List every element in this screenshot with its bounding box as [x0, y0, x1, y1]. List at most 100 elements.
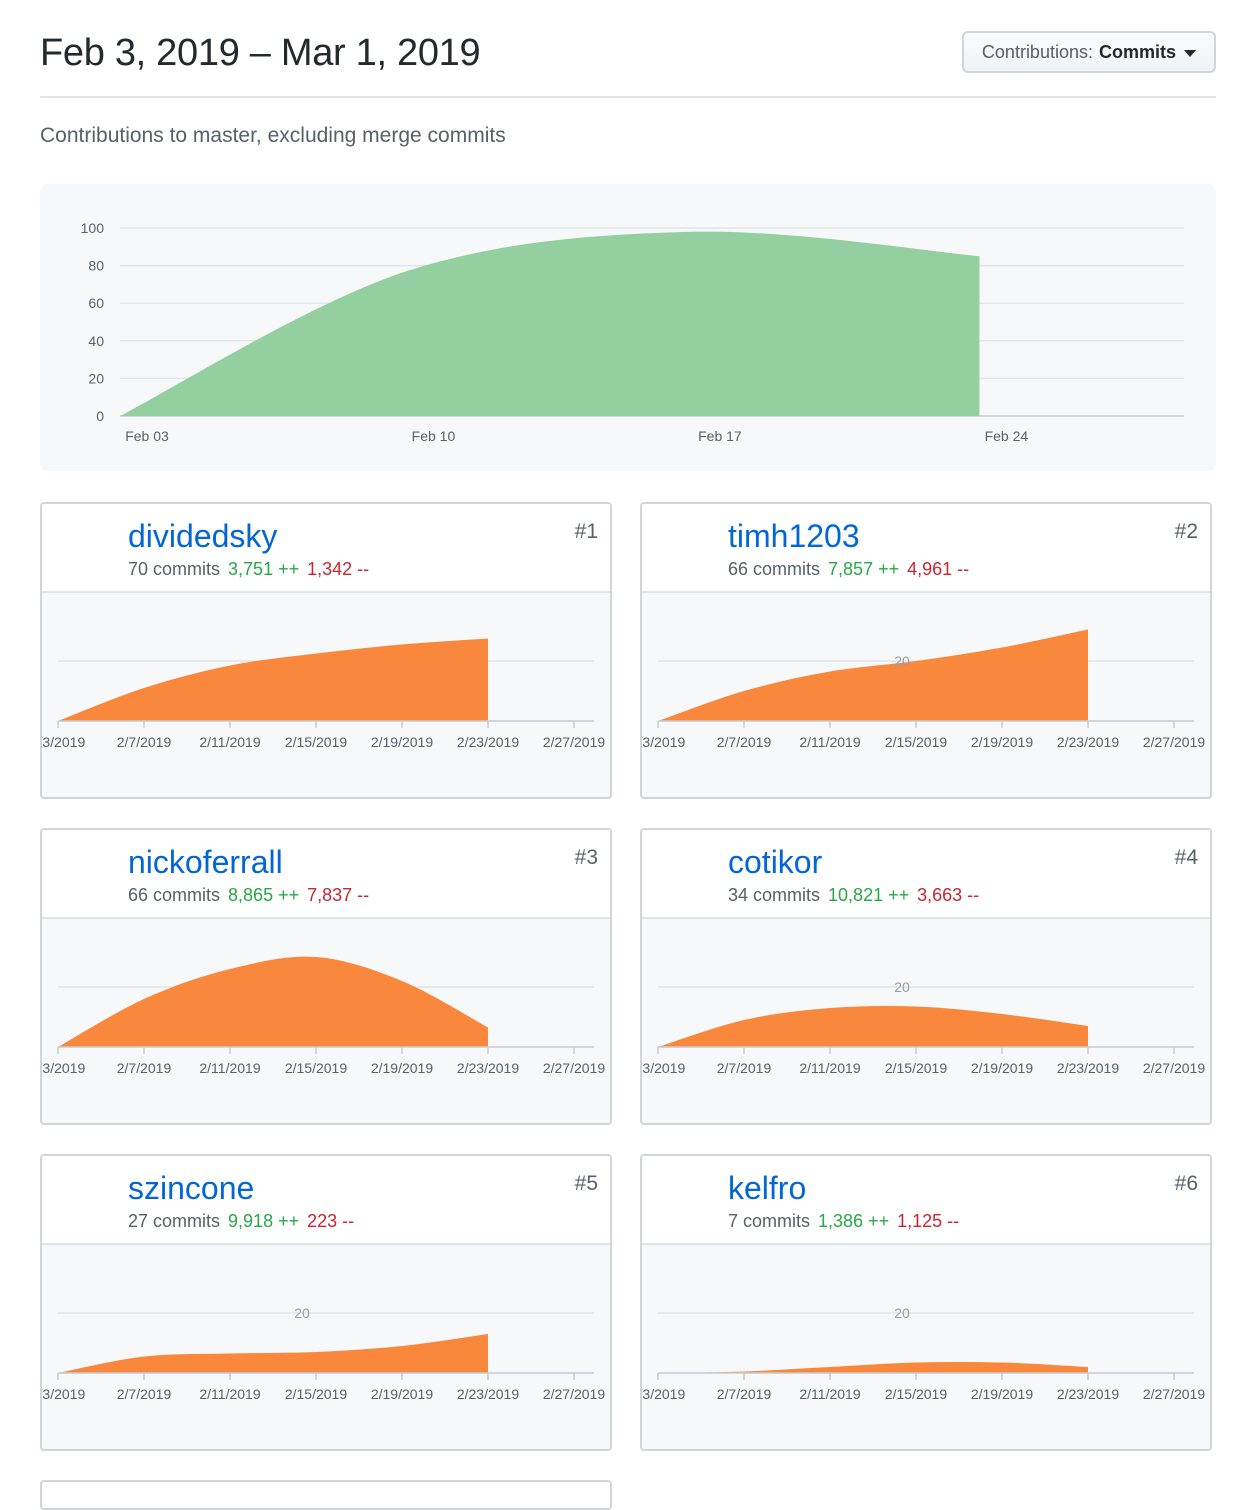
x-tick-label: 2/3/2019 — [42, 1060, 85, 1076]
additions-count: 9,918 ++ — [228, 1211, 300, 1231]
contributor-chart: 20 2/3/2019 2/7/2019 2/11/2019 2/15/2019 2/19… — [42, 1305, 605, 1402]
avatar[interactable] — [54, 842, 114, 902]
x-tick-label: Feb 03 — [125, 428, 169, 444]
y-tick-label: 40 — [88, 333, 104, 349]
deletions-count: 7,837 -- — [307, 885, 370, 905]
contributor-card: kelfro 7 commits 1,386 ++ 1,125 -- #6 20 2/3/2… — [640, 1154, 1212, 1451]
x-tick-label: 2/23/2019 — [1057, 1386, 1119, 1402]
x-tick-label: 2/11/2019 — [799, 1386, 860, 1402]
x-tick-label: 2/23/2019 — [457, 734, 519, 750]
deletions-count: 4,961 -- — [907, 559, 970, 579]
x-tick-label: 2/19/2019 — [371, 1386, 433, 1402]
main-contributions-chart: 0 20 40 60 80 100 Feb 03 Feb 10 Feb 17 Feb 24 — [40, 184, 1216, 471]
contributor-username-link[interactable]: szincone — [128, 1170, 255, 1206]
commits-area — [658, 1361, 1088, 1373]
y-tick-label: 20 — [88, 370, 104, 386]
additions-count: 8,865 ++ — [228, 885, 300, 905]
commits-area — [58, 956, 488, 1047]
x-tick-label: 2/19/2019 — [971, 1060, 1033, 1076]
contributor-card-header: cotikor 34 commits 10,821 ++ 3,663 -- #4 — [642, 830, 1210, 919]
x-tick-label: 2/11/2019 — [199, 1386, 260, 1402]
y-tick-label: 0 — [96, 408, 104, 424]
x-tick-label: 2/3/2019 — [42, 1386, 85, 1402]
commits-area — [658, 1005, 1088, 1047]
x-tick-label: 2/19/2019 — [371, 734, 433, 750]
page-header: Feb 3, 2019 – Mar 1, 2019 Contributions:… — [40, 30, 1216, 98]
contributor-card-header: szincone 27 commits 9,918 ++ 223 -- #5 — [42, 1156, 610, 1245]
contributor-card-header: timh1203 66 commits 7,857 ++ 4,961 -- #2 — [642, 504, 1210, 593]
x-tick-label: 2/11/2019 — [199, 1060, 260, 1076]
contributor-card: dividedsky 70 commits 3,751 ++ 1,342 -- #1 2/… — [40, 502, 612, 799]
main-chart-svg: 0 20 40 60 80 100 Feb 03 Feb 10 Feb 17 Feb 24 — [81, 220, 1184, 444]
contributor-rank: #1 — [574, 520, 598, 543]
x-tick-label: 2/23/2019 — [1057, 1060, 1119, 1076]
dropdown-prefix: Contributions: — [981, 41, 1093, 62]
deletions-count: 223 -- — [307, 1211, 355, 1231]
grid-label: 20 — [894, 1305, 910, 1321]
contributor-card: cotikor 34 commits 10,821 ++ 3,663 -- #4 20 2/… — [640, 828, 1212, 1125]
contributor-stats: 7 commits 1,386 ++ 1,125 -- — [728, 1211, 959, 1232]
x-tick-label: 2/19/2019 — [371, 1060, 433, 1076]
x-tick-label: 2/7/2019 — [117, 734, 172, 750]
contributions-dropdown[interactable]: Contributions: Commits — [961, 31, 1216, 73]
grid-label: 20 — [894, 979, 910, 995]
contributor-stats: 66 commits 7,857 ++ 4,961 -- — [728, 559, 969, 580]
x-tick-label: 2/27/2019 — [1143, 1386, 1205, 1402]
x-tick-label: 2/3/2019 — [642, 1386, 685, 1402]
y-tick-label: 100 — [81, 220, 105, 236]
contributor-username-link[interactable]: dividedsky — [128, 518, 278, 554]
x-tick-label: 2/23/2019 — [457, 1060, 519, 1076]
grid-label: 20 — [894, 653, 910, 669]
contributor-card: nickoferrall 66 commits 8,865 ++ 7,837 -- #3… — [40, 828, 612, 1125]
dropdown-value: Commits — [1098, 41, 1176, 62]
commit-count: 34 commits — [728, 885, 821, 905]
contributor-stats: 66 commits 8,865 ++ 7,837 -- — [128, 885, 369, 906]
contributor-username-link[interactable]: kelfro — [728, 1170, 807, 1206]
contributor-rank: #4 — [1174, 846, 1198, 869]
avatar[interactable] — [654, 842, 714, 902]
avatar[interactable] — [654, 516, 714, 576]
x-tick-label: 2/27/2019 — [1143, 734, 1205, 750]
x-tick-label: 2/7/2019 — [117, 1386, 172, 1402]
commit-count: 70 commits — [128, 559, 221, 579]
x-tick-label: 2/11/2019 — [799, 734, 860, 750]
avatar[interactable] — [54, 1168, 114, 1228]
x-tick-label: 2/27/2019 — [543, 1060, 605, 1076]
contributor-stats: 34 commits 10,821 ++ 3,663 -- — [728, 885, 979, 906]
contributor-chart: 20 2/3/2019 2/7/2019 2/11/2019 2/15/2019 2/19… — [642, 629, 1205, 750]
x-tick-label: 2/27/2019 — [1143, 1060, 1205, 1076]
contributor-card-header: kelfro 7 commits 1,386 ++ 1,125 -- #6 — [642, 1156, 1210, 1245]
contributor-username-link[interactable]: timh1203 — [728, 518, 860, 554]
caret-down-icon — [1184, 49, 1196, 57]
x-tick-label: 2/7/2019 — [117, 1060, 172, 1076]
deletions-count: 1,125 -- — [897, 1211, 960, 1231]
commits-area — [58, 638, 488, 721]
additions-count: 1,386 ++ — [818, 1211, 890, 1231]
contributor-rank: #3 — [574, 846, 598, 869]
contributor-username-link[interactable]: cotikor — [728, 844, 823, 880]
x-tick-label: 2/23/2019 — [1057, 734, 1119, 750]
commits-area — [58, 1334, 488, 1373]
x-tick-label: 2/15/2019 — [885, 734, 947, 750]
x-tick-label: 2/3/2019 — [642, 1060, 685, 1076]
x-tick-label: 2/15/2019 — [885, 1386, 947, 1402]
grid-label: 20 — [294, 1305, 310, 1321]
x-tick-label: Feb 24 — [985, 428, 1029, 444]
x-tick-label: Feb 10 — [412, 428, 456, 444]
x-tick-label: 2/15/2019 — [285, 734, 347, 750]
x-tick-label: 2/15/2019 — [285, 1060, 347, 1076]
commit-count: 66 commits — [728, 559, 821, 579]
avatar[interactable] — [54, 516, 114, 576]
x-tick-label: 2/11/2019 — [799, 1060, 860, 1076]
x-tick-label: 2/27/2019 — [543, 1386, 605, 1402]
commit-count: 66 commits — [128, 885, 221, 905]
commits-area — [658, 629, 1088, 721]
additions-count: 7,857 ++ — [828, 559, 900, 579]
contributor-card: szincone 27 commits 9,918 ++ 223 -- #5 20 2/3/… — [40, 1154, 612, 1451]
x-tick-label: Feb 17 — [698, 428, 742, 444]
avatar[interactable] — [654, 1168, 714, 1228]
x-tick-label: 2/7/2019 — [717, 734, 772, 750]
deletions-count: 3,663 -- — [917, 885, 980, 905]
contributor-username-link[interactable]: nickoferrall — [128, 844, 283, 880]
y-tick-label: 80 — [88, 258, 104, 274]
